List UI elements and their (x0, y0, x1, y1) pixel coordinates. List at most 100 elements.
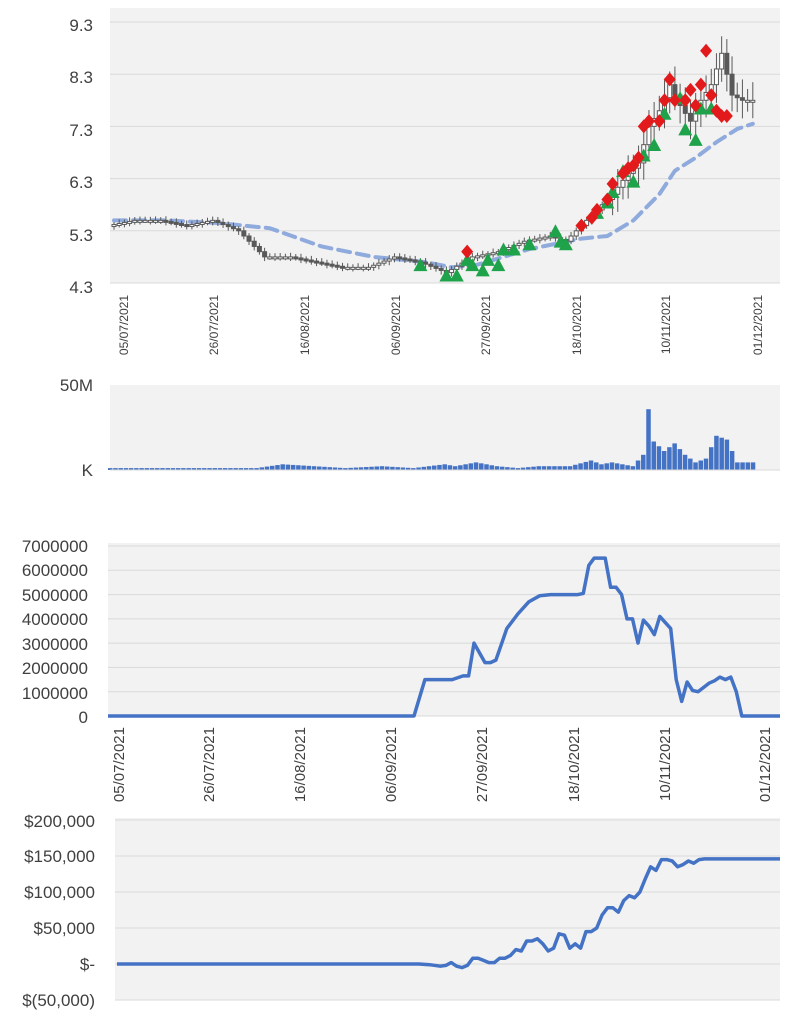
buy-marker (626, 174, 641, 188)
volume-bar (473, 462, 479, 470)
candle-body (215, 219, 221, 223)
volume-bar (400, 467, 406, 470)
volume-bar (630, 466, 636, 470)
pnl-y-ticks: $200,000 $150,000 $100,000 $50,000 $- $(… (22, 812, 95, 1010)
volume-bar (384, 466, 390, 470)
volume-bar (677, 449, 683, 470)
candle-body (620, 179, 626, 188)
y-tick: 0 (79, 708, 88, 727)
volume-bar (207, 468, 212, 470)
volume-bar (405, 467, 411, 470)
price-plot-area (110, 8, 780, 283)
candle-body (319, 261, 325, 265)
candle-body (412, 259, 418, 263)
candle-body (334, 264, 340, 268)
volume-bar (280, 464, 285, 470)
sell-marker (461, 244, 474, 259)
candle-body (365, 266, 371, 270)
candle-body (173, 221, 179, 225)
candle-body (360, 266, 366, 270)
candle-body (288, 256, 294, 260)
y-tick: 2000000 (22, 659, 88, 678)
pnl-line (117, 857, 780, 970)
volume-bar (546, 466, 552, 470)
x-tick: 18/10/2021 (566, 727, 583, 802)
y-tick: $- (80, 955, 95, 974)
candle-body (381, 260, 387, 264)
buy-marker (465, 258, 480, 272)
volume-bar (358, 467, 364, 470)
buy-marker (480, 252, 495, 266)
candle-body (251, 240, 257, 247)
candle-body (376, 262, 382, 266)
candle-body (568, 235, 574, 242)
candle-body (236, 228, 242, 232)
candle-body (667, 84, 673, 99)
volume-bar (468, 463, 474, 470)
buy-marker (548, 224, 563, 238)
volume-bar (311, 466, 317, 470)
candle-body (729, 73, 735, 96)
candle-body (262, 251, 268, 258)
volume-bar (118, 468, 123, 470)
volume-bar (505, 467, 510, 470)
position-y-ticks: 7000000 6000000 5000000 4000000 3000000 … (22, 537, 88, 727)
position-gridlines (108, 545, 780, 717)
candle-body (475, 255, 481, 259)
sell-marker (591, 202, 603, 217)
y-tick: 3000000 (22, 635, 88, 654)
volume-bar (656, 446, 662, 470)
candle-body (111, 224, 117, 228)
volume-bar (155, 468, 160, 470)
volume-bar (254, 468, 259, 470)
volume-y-tick-max: 50M (60, 376, 93, 395)
candle-body (719, 52, 725, 70)
volume-bar (499, 466, 505, 470)
x-tick: 05/07/2021 (111, 727, 128, 802)
y-tick: $150,000 (24, 847, 95, 866)
sell-marker (658, 93, 671, 108)
pnl-chart: $200,000 $150,000 $100,000 $50,000 $- $(… (22, 812, 780, 1010)
volume-bar (515, 468, 521, 470)
candle-body (329, 263, 335, 267)
volume-bar (270, 465, 275, 470)
price-x-ticks: 05/07/2021 26/07/2021 16/08/2021 06/09/2… (117, 295, 765, 355)
volume-bar (688, 458, 693, 470)
volume-bar (510, 467, 515, 470)
candle-body (256, 245, 262, 253)
volume-bar (228, 468, 233, 470)
candle-body (573, 230, 579, 237)
y-tick: 5000000 (22, 586, 88, 605)
candle-body (438, 267, 444, 271)
volume-bar (337, 467, 343, 470)
candle-body (615, 186, 621, 195)
candle-body (724, 52, 730, 75)
volume-bar (588, 460, 594, 470)
position-series (108, 556, 780, 718)
candle-body (220, 221, 226, 226)
volume-bar (149, 468, 155, 470)
volume-bar (682, 454, 688, 470)
volume-bar (264, 466, 270, 470)
x-tick: 27/09/2021 (474, 727, 491, 802)
x-tick: 05/07/2021 (117, 295, 131, 355)
position-plot-area (108, 543, 780, 716)
volume-bar (599, 464, 604, 470)
x-tick: 27/09/2021 (479, 295, 493, 355)
sell-marker (694, 77, 707, 92)
pnl-series (117, 857, 780, 970)
candle-body (210, 219, 216, 223)
sell-marker (679, 93, 692, 108)
volume-bar (452, 466, 458, 470)
x-tick: 06/09/2021 (383, 727, 400, 802)
candle-body (272, 256, 278, 260)
volume-bar (379, 466, 385, 470)
volume-bar (306, 465, 312, 470)
y-tick: $(50,000) (22, 991, 95, 1010)
candle-body (194, 222, 200, 226)
candle-body (121, 221, 127, 225)
candle-body (423, 261, 429, 265)
candle-body (282, 256, 288, 260)
buy-marker (449, 268, 464, 282)
volume-bar (128, 468, 134, 470)
